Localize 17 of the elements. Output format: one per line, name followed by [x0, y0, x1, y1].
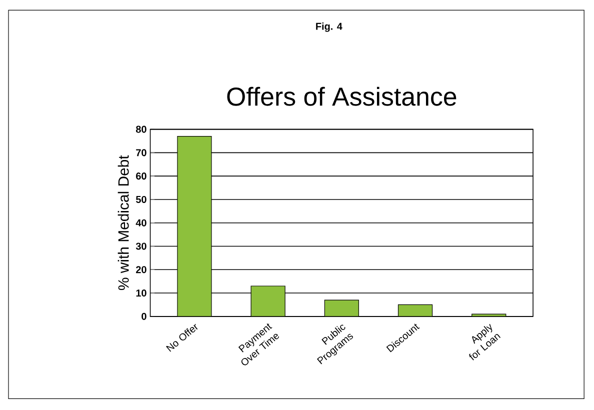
y-tick-label: 50 — [136, 196, 146, 203]
y-tick-label: 40 — [136, 219, 146, 226]
y-tick-label: 10 — [136, 290, 146, 297]
y-axis-title: % with Medical Debt — [118, 155, 129, 290]
x-tick-label: No Offer — [166, 324, 198, 352]
y-tick-label: 0 — [142, 312, 146, 320]
y-tick-label: 20 — [136, 266, 146, 274]
bar — [398, 304, 432, 316]
caption: Fig. 4 — [316, 22, 342, 32]
y-tick-label: 60 — [136, 172, 146, 180]
chart-title: Offers of Assistance — [227, 86, 456, 106]
y-tick-label: 70 — [136, 149, 146, 156]
y-tick-label: 30 — [136, 242, 146, 250]
y-tick-label: 80 — [136, 126, 146, 133]
bar — [177, 136, 212, 316]
bar — [250, 286, 286, 316]
bar — [324, 300, 359, 316]
